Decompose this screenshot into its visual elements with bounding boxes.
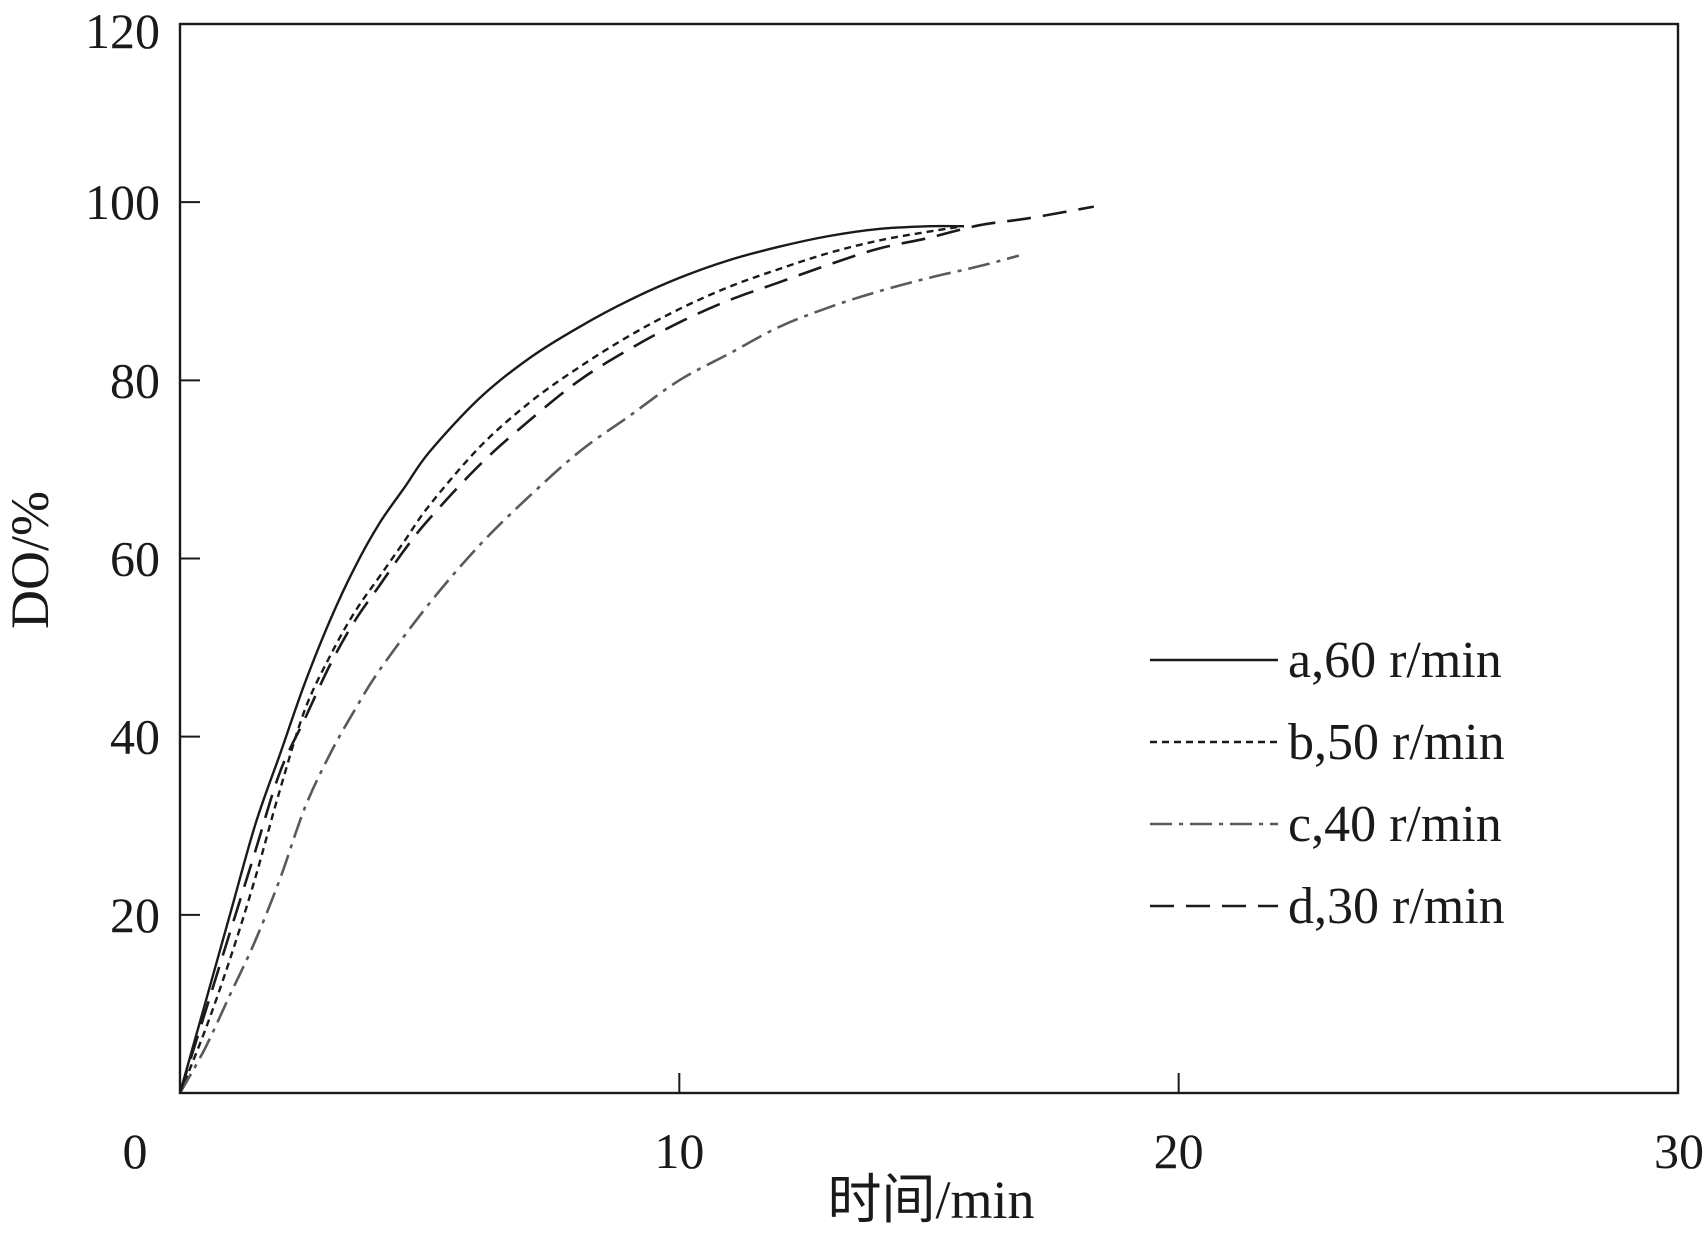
x-axis-title: 时间/min (827, 1170, 1034, 1230)
series-line-a (178, 224, 965, 1094)
y-tick-label: 100 (85, 174, 160, 230)
plot-area-series (178, 205, 1095, 1094)
y-tick-label: 40 (110, 709, 160, 765)
series-line-d (178, 205, 1095, 1094)
axis-titles: 时间/min DO/% (0, 491, 1035, 1230)
legend-label-a: a,60 r/min (1288, 632, 1502, 689)
y-axis-title: DO/% (0, 491, 60, 629)
series-line-b (178, 225, 965, 1094)
y-tick-label: 60 (110, 531, 160, 587)
x-tick-label: 20 (1154, 1123, 1204, 1179)
x-tick-label: 30 (1654, 1123, 1704, 1179)
legend-label-d: d,30 r/min (1288, 878, 1505, 935)
y-tick-label: 80 (110, 352, 160, 408)
x-tick-label: 10 (654, 1123, 704, 1179)
legend: a,60 r/min b,50 r/min c,40 r/min d,30 r/min (1150, 632, 1505, 935)
series-line-c (178, 254, 1020, 1094)
y-tick-label: 20 (110, 887, 160, 943)
y-tick-label: 120 (85, 3, 160, 59)
legend-label-b: b,50 r/min (1288, 714, 1505, 771)
axes: 0 10 20 30 20 40 60 80 100 120 (85, 3, 1704, 1179)
legend-label-c: c,40 r/min (1288, 796, 1502, 853)
x-tick-label: 0 (123, 1123, 148, 1179)
